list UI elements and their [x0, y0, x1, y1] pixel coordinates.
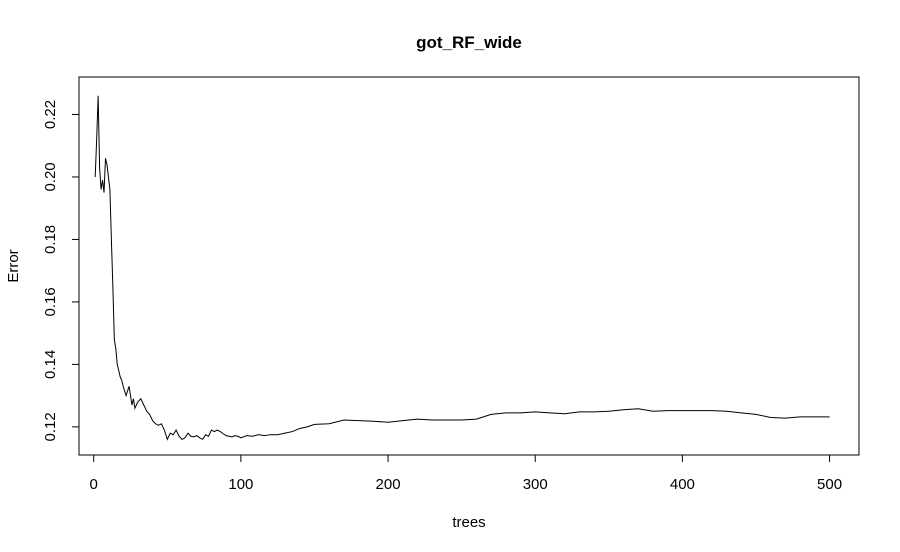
x-tick-label: 100	[228, 476, 253, 493]
y-tick-label: 0.20	[42, 162, 59, 191]
y-tick-label: 0.22	[42, 100, 59, 129]
y-tick-label: 0.18	[42, 225, 59, 254]
chart-title: got_RF_wide	[416, 33, 522, 52]
x-axis-label: trees	[452, 514, 485, 531]
series-line-error	[94, 95, 830, 441]
x-tick-label: 300	[523, 476, 548, 493]
x-tick-label: 0	[90, 476, 98, 493]
x-axis: 0 100 200 300 400 500	[90, 454, 842, 493]
x-tick-label: 500	[817, 476, 842, 493]
y-tick-label: 0.14	[42, 350, 59, 379]
y-axis: 0.12 0.14 0.16 0.18 0.20 0.22	[42, 100, 80, 441]
plot-frame	[78, 76, 860, 456]
y-tick-label: 0.12	[42, 412, 59, 441]
y-axis-label: Error	[5, 249, 22, 282]
y-tick-label: 0.16	[42, 287, 59, 316]
x-tick-label: 200	[376, 476, 401, 493]
x-tick-label: 400	[670, 476, 695, 493]
